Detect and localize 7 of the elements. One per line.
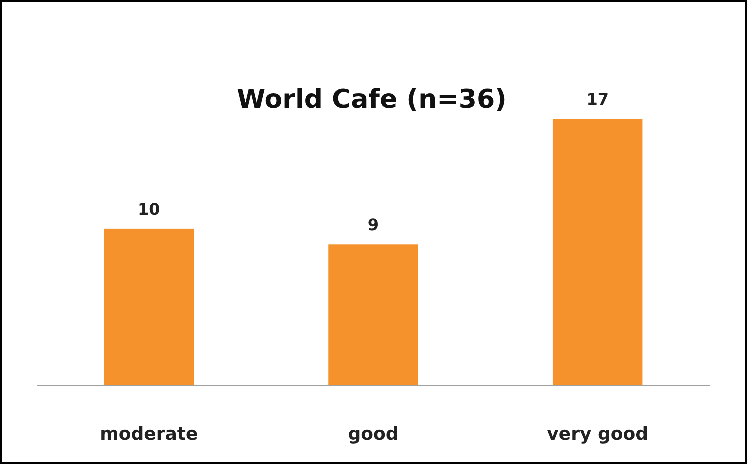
x-tick-label: good [348,424,399,445]
x-tick-label: very good [547,424,648,445]
data-label: 10 [138,200,160,219]
x-tick-label: moderate [100,424,198,445]
chart-title: World Cafe (n=36) [237,85,507,115]
data-label: 17 [586,90,609,109]
data-label: 9 [368,216,380,235]
